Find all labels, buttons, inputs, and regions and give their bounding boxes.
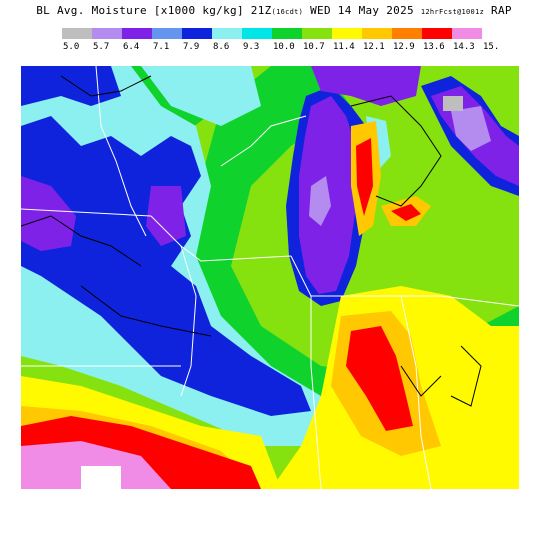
state-line-1 <box>95 66 147 237</box>
legend-swatch <box>362 28 392 39</box>
contour-2 <box>21 215 142 267</box>
legend-label: 7.1 <box>153 42 170 52</box>
legend-swatch <box>452 28 482 39</box>
legend-label: 6.4 <box>123 42 140 52</box>
legend-swatch <box>422 28 452 39</box>
legend-label: 7.9 <box>183 42 200 52</box>
white-patch <box>81 466 121 489</box>
state-line-2 <box>21 208 152 217</box>
title-run: 12hrFcst@1001z <box>420 8 485 16</box>
legend-label: 12.1 <box>363 42 385 52</box>
map-title: BL Avg. Moisture [x1000 kg/kg] 21Z(16cdt… <box>0 4 548 17</box>
legend-label: 9.3 <box>243 42 260 52</box>
legend-swatch <box>392 28 422 39</box>
legend-label: 8.6 <box>213 42 230 52</box>
state-boundaries <box>21 66 519 489</box>
contour-4 <box>350 95 442 207</box>
gray-patch <box>443 96 463 111</box>
state-line-4 <box>180 245 197 397</box>
contour-3 <box>80 285 212 337</box>
contour-6 <box>450 345 482 407</box>
legend-swatch <box>332 28 362 39</box>
field-cyan-north <box>141 66 261 126</box>
title-main: BL Avg. Moisture [x1000 kg/kg] 21Z <box>36 4 272 17</box>
field-purple-center <box>146 186 186 246</box>
legend-swatch <box>212 28 242 39</box>
legend-swatch <box>272 28 302 39</box>
lake-superior-north <box>311 66 421 106</box>
legend-swatch <box>182 28 212 39</box>
field-pink-southwest <box>21 441 171 489</box>
legend-label: 15. <box>483 42 500 52</box>
legend-swatch <box>242 28 272 39</box>
legend-swatch <box>122 28 152 39</box>
color-legend-bar <box>62 28 482 39</box>
state-line-9 <box>220 115 307 167</box>
field-red-shore <box>356 138 373 216</box>
legend-label: 10.7 <box>303 42 325 52</box>
state-line-8 <box>400 295 432 489</box>
legend-label: 5.7 <box>93 42 110 52</box>
state-line-6 <box>290 255 322 489</box>
legend-label: 5.0 <box>63 42 80 52</box>
moisture-contours <box>21 75 482 407</box>
moisture-map <box>21 66 519 489</box>
legend-label: 11.4 <box>333 42 355 52</box>
legend-label: 12.9 <box>393 42 415 52</box>
legend-swatch <box>152 28 182 39</box>
legend-label: 10.0 <box>273 42 295 52</box>
contour-1 <box>60 75 152 97</box>
legend-label: 13.6 <box>423 42 445 52</box>
title-date: WED 14 May 2025 <box>310 4 414 17</box>
legend-swatch <box>92 28 122 39</box>
state-line-3 <box>150 215 292 262</box>
field-red-southeast <box>346 326 413 431</box>
legend-label: 14.3 <box>453 42 475 52</box>
state-line-7 <box>311 295 519 307</box>
lake-michigan-lavender <box>309 176 331 226</box>
legend-swatch <box>302 28 332 39</box>
field-red-east <box>391 204 421 221</box>
title-model: RAP <box>491 4 512 17</box>
field-blue-main <box>21 116 311 416</box>
legend-swatch <box>62 28 92 39</box>
title-valid-time: (16cdt) <box>271 8 304 16</box>
field-purple-west <box>21 176 76 251</box>
contour-5 <box>400 365 442 397</box>
field-green-central <box>171 66 519 446</box>
lake-huron-lavender <box>451 106 491 151</box>
field-blue-ne-corner <box>21 66 121 106</box>
